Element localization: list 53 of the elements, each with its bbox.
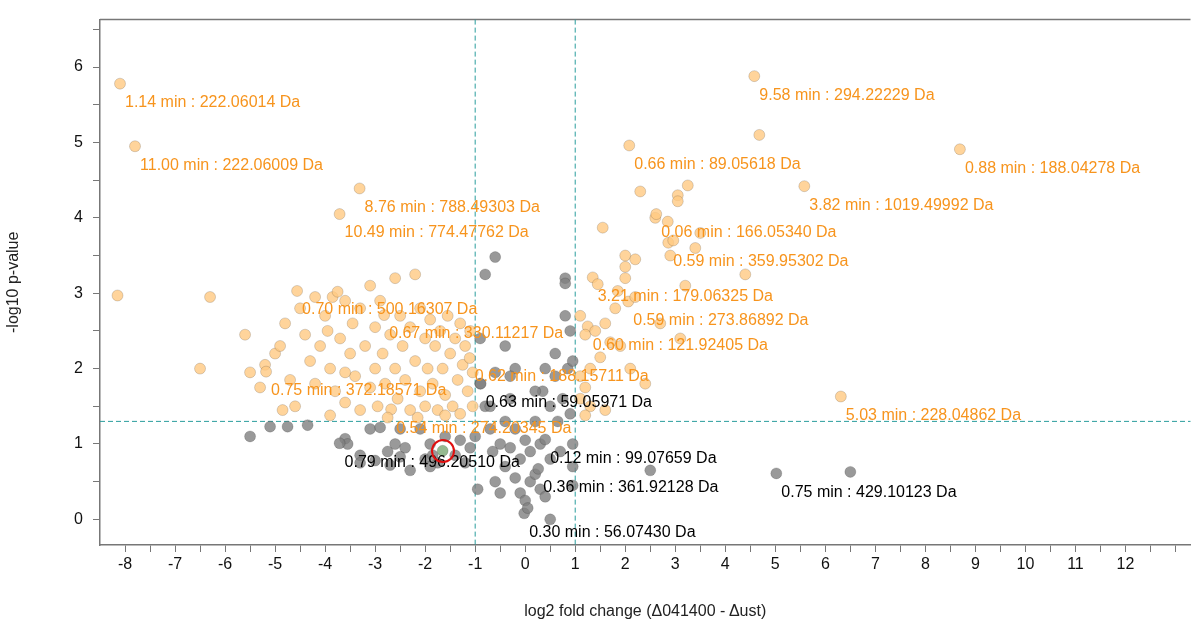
x-tick-label: -6 (217, 555, 233, 573)
x-tick-label: 3 (670, 555, 680, 573)
annotation: 0.67 min : 330.11217 Da (389, 324, 564, 342)
x-tick-label: -8 (117, 555, 133, 573)
annotation: 1.14 min : 222.06014 Da (125, 93, 301, 111)
annotation: 0.59 min : 273.86892 Da (633, 310, 809, 328)
annotation: 0.88 min : 188.04278 Da (964, 158, 1141, 176)
annotation: 0.36 min : 361.92128 Da (543, 478, 719, 496)
annotation: 0.63 min : 59.05971 Da (485, 393, 653, 411)
x-tick-label: -7 (167, 555, 183, 573)
x-tick-label: 10 (1016, 555, 1035, 573)
y-tick-label: 4 (74, 208, 84, 226)
annotation: 8.76 min : 788.49303 Da (364, 197, 540, 215)
x-tick-label: 5 (770, 555, 780, 573)
x-tick-label: 2 (620, 555, 630, 573)
x-tick-label: 12 (1116, 555, 1135, 573)
x-tick-label: 4 (720, 555, 730, 573)
x-tick-label: 8 (920, 555, 930, 573)
x-tick-label: 11 (1067, 555, 1084, 573)
annotation: 0.30 min : 56.07430 Da (529, 522, 696, 540)
annotation: 0.06 min : 166.05340 Da (661, 223, 837, 241)
x-tick-label: -5 (267, 555, 283, 573)
x-tick-label: -1 (468, 555, 483, 573)
annotation: 0.75 min : 429.10123 Da (781, 482, 957, 500)
x-tick-label: 7 (870, 555, 880, 573)
annotation: 0.59 min : 359.95302 Da (673, 252, 849, 270)
x-tick-label: -3 (368, 555, 383, 573)
x-tick-label: 9 (970, 555, 980, 573)
x-tick-label: 0 (520, 555, 530, 573)
annotation: 0.66 min : 89.05618 Da (634, 154, 801, 172)
annotation: 3.21 min : 179.06325 Da (597, 286, 774, 304)
annotation: 0.12 min : 99.07659 Da (550, 448, 717, 466)
x-tick-label: -4 (317, 555, 333, 573)
x-tick-label: 1 (570, 555, 580, 573)
y-tick-label: 1 (74, 434, 84, 452)
y-axis-title: -log10 p-value (4, 231, 22, 333)
y-tick-label: 5 (74, 132, 84, 150)
annotation: 0.70 min : 500.16307 Da (302, 300, 478, 318)
y-tick-label: 6 (74, 57, 84, 75)
y-tick-label: 3 (74, 283, 84, 301)
annotation: 11.00 min : 222.06009 Da (140, 155, 324, 173)
annotation: 0.79 min : 496.20510 Da (344, 452, 520, 470)
x-tick-label: 6 (820, 555, 830, 573)
annotation: 0.75 min : 372.18571 Da (271, 381, 447, 399)
annotation: 9.58 min : 294.22229 Da (759, 85, 935, 103)
annotation: 5.03 min : 228.04862 Da (845, 405, 1022, 423)
x-tick-label: -2 (418, 555, 433, 573)
y-tick-label: 2 (74, 359, 84, 377)
annotation: 0.62 min : 188.15711 Da (474, 367, 649, 385)
y-tick-label: 0 (74, 509, 84, 527)
annotation: 3.82 min : 1019.49992 Da (809, 195, 994, 213)
x-axis-title: log2 fold change (Δ041400 - Δust) (524, 601, 767, 619)
annotation: 10.49 min : 774.47762 Da (344, 223, 529, 241)
